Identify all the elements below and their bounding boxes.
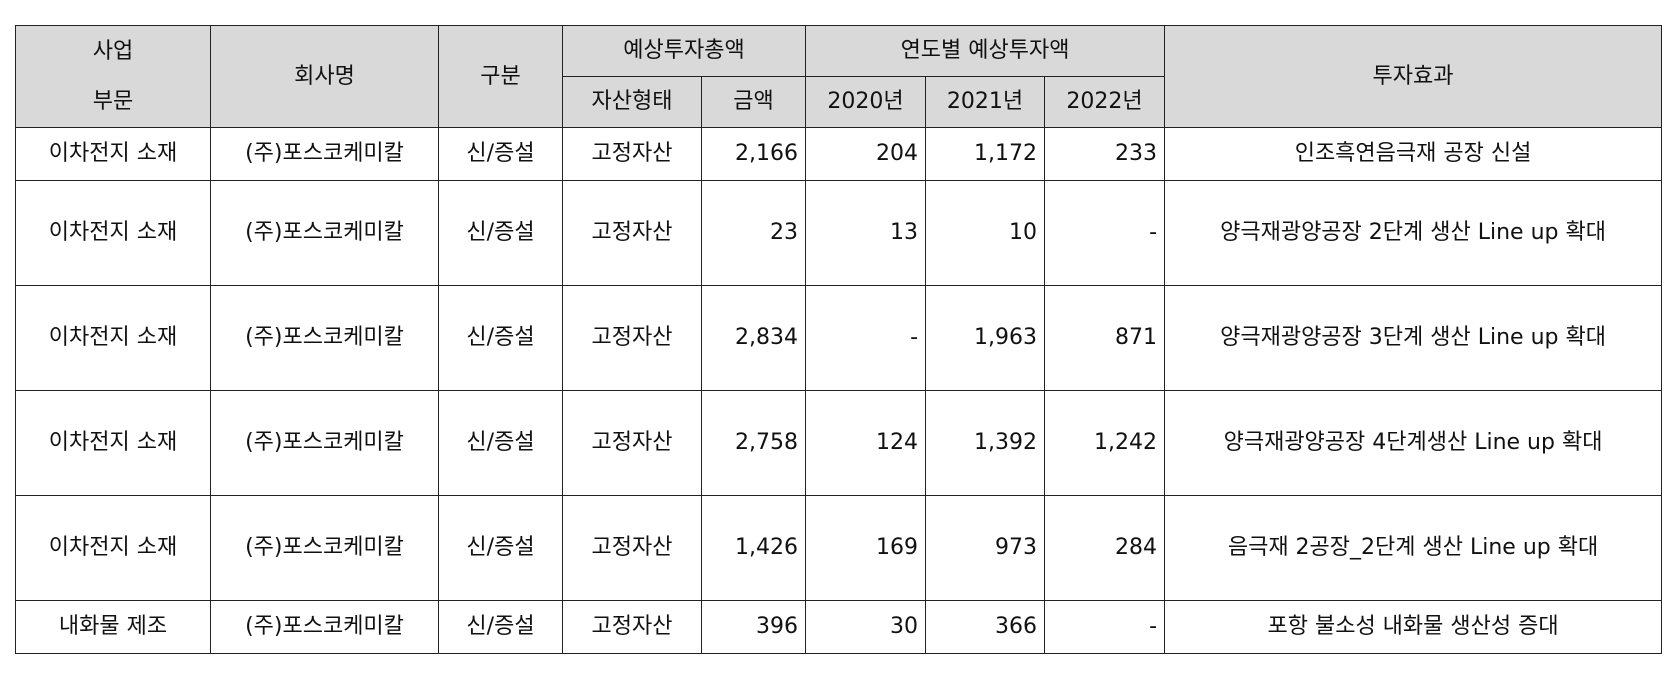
- cell-2020: 169: [805, 495, 927, 601]
- cell-2020: -: [805, 285, 927, 391]
- cell-category: 신/증설: [438, 390, 563, 496]
- header-effect: 투자효과: [1164, 25, 1663, 128]
- cell-segment: 이차전지 소재: [15, 495, 211, 601]
- cell-amount: 1,426: [700, 495, 807, 601]
- header-company: 회사명: [210, 25, 439, 128]
- cell-amount: 23: [700, 180, 807, 286]
- table-row: 이차전지 소재 (주)포스코케미칼 신/증설 고정자산 23 13 10 - 양…: [15, 180, 1663, 286]
- cell-segment: 이차전지 소재: [15, 390, 211, 496]
- cell-2022: 1,242: [1044, 390, 1166, 496]
- cell-2022: -: [1044, 180, 1166, 286]
- cell-effect: 음극재 2공장_2단계 생산 Line up 확대: [1164, 495, 1663, 601]
- cell-company: (주)포스코케미칼: [210, 285, 439, 391]
- cell-amount: 2,166: [700, 127, 807, 181]
- cell-2020: 204: [805, 127, 927, 181]
- cell-company: (주)포스코케미칼: [210, 600, 439, 654]
- header-2021: 2021년: [925, 76, 1046, 128]
- header-segment: 사업 부문: [15, 25, 211, 128]
- cell-2020: 30: [805, 600, 927, 654]
- table-row: 이차전지 소재 (주)포스코케미칼 신/증설 고정자산 2,166 204 1,…: [15, 127, 1663, 181]
- cell-category: 신/증설: [438, 180, 563, 286]
- header-2020: 2020년: [805, 76, 927, 128]
- cell-effect: 포항 불소성 내화물 생산성 증대: [1164, 600, 1663, 654]
- header-category: 구분: [438, 25, 563, 128]
- cell-2020: 13: [805, 180, 927, 286]
- header-total: 예상투자총액: [561, 25, 807, 77]
- cell-effect: 양극재광양공장 4단계생산 Line up 확대: [1164, 390, 1663, 496]
- cell-category: 신/증설: [438, 285, 563, 391]
- cell-2022: -: [1044, 600, 1166, 654]
- cell-2022: 871: [1044, 285, 1166, 391]
- cell-amount: 2,758: [700, 390, 807, 496]
- cell-asset: 고정자산: [562, 600, 702, 654]
- table-row: 이차전지 소재 (주)포스코케미칼 신/증설 고정자산 1,426 169 97…: [15, 495, 1663, 601]
- investment-table-container: 사업 부문 회사명 구분 예상투자총액 연도별 예상투자액 투자효과 자산형태 …: [15, 25, 1663, 654]
- cell-effect: 양극재광양공장 2단계 생산 Line up 확대: [1164, 180, 1663, 286]
- cell-2022: 284: [1044, 495, 1166, 601]
- cell-company: (주)포스코케미칼: [210, 180, 439, 286]
- cell-2021: 973: [925, 495, 1046, 601]
- cell-category: 신/증설: [438, 127, 563, 181]
- cell-2021: 1,963: [925, 285, 1046, 391]
- cell-2021: 1,172: [925, 127, 1046, 181]
- header-row-1: 사업 부문 회사명 구분 예상투자총액 연도별 예상투자액 투자효과: [15, 25, 1663, 128]
- header-amount: 금액: [700, 76, 807, 128]
- header-yearly: 연도별 예상투자액: [805, 25, 1166, 77]
- cell-2020: 124: [805, 390, 927, 496]
- cell-segment: 내화물 제조: [15, 600, 211, 654]
- header-2022: 2022년: [1044, 76, 1166, 128]
- cell-asset: 고정자산: [562, 180, 702, 286]
- cell-asset: 고정자산: [562, 285, 702, 391]
- table-row: 이차전지 소재 (주)포스코케미칼 신/증설 고정자산 2,758 124 1,…: [15, 390, 1663, 496]
- cell-effect: 인조흑연음극재 공장 신설: [1164, 127, 1663, 181]
- cell-effect: 양극재광양공장 3단계 생산 Line up 확대: [1164, 285, 1663, 391]
- cell-2021: 10: [925, 180, 1046, 286]
- cell-amount: 2,834: [700, 285, 807, 391]
- cell-asset: 고정자산: [562, 127, 702, 181]
- cell-amount: 396: [700, 600, 807, 654]
- table-row: 내화물 제조 (주)포스코케미칼 신/증설 고정자산 396 30 366 - …: [15, 600, 1663, 654]
- cell-segment: 이차전지 소재: [15, 127, 211, 181]
- header-asset-type: 자산형태: [562, 76, 702, 128]
- cell-segment: 이차전지 소재: [15, 285, 211, 391]
- header-row-2: 자산형태 금액 2020년 2021년 2022년: [16, 76, 1662, 128]
- investment-plan-table: 사업 부문 회사명 구분 예상투자총액 연도별 예상투자액 투자효과 자산형태 …: [15, 25, 1663, 654]
- cell-2021: 1,392: [925, 390, 1046, 496]
- table-row: 이차전지 소재 (주)포스코케미칼 신/증설 고정자산 2,834 - 1,96…: [15, 285, 1663, 391]
- cell-2022: 233: [1044, 127, 1166, 181]
- cell-asset: 고정자산: [562, 495, 702, 601]
- cell-company: (주)포스코케미칼: [210, 495, 439, 601]
- cell-2021: 366: [925, 600, 1046, 654]
- cell-company: (주)포스코케미칼: [210, 390, 439, 496]
- cell-asset: 고정자산: [562, 390, 702, 496]
- cell-category: 신/증설: [438, 600, 563, 654]
- cell-company: (주)포스코케미칼: [210, 127, 439, 181]
- cell-segment: 이차전지 소재: [15, 180, 211, 286]
- cell-category: 신/증설: [438, 495, 563, 601]
